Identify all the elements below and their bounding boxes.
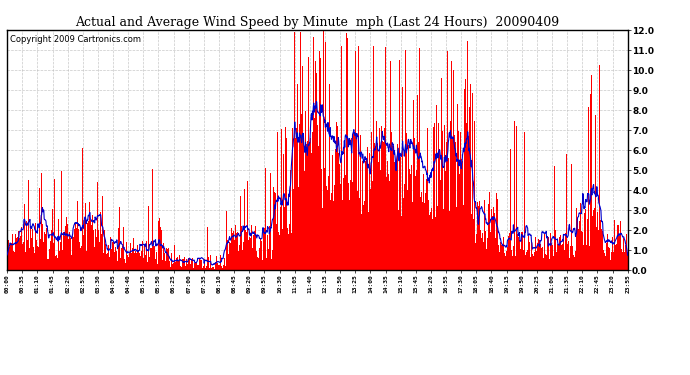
Text: Copyright 2009 Cartronics.com: Copyright 2009 Cartronics.com: [10, 35, 141, 44]
Title: Actual and Average Wind Speed by Minute  mph (Last 24 Hours)  20090409: Actual and Average Wind Speed by Minute …: [75, 16, 560, 29]
